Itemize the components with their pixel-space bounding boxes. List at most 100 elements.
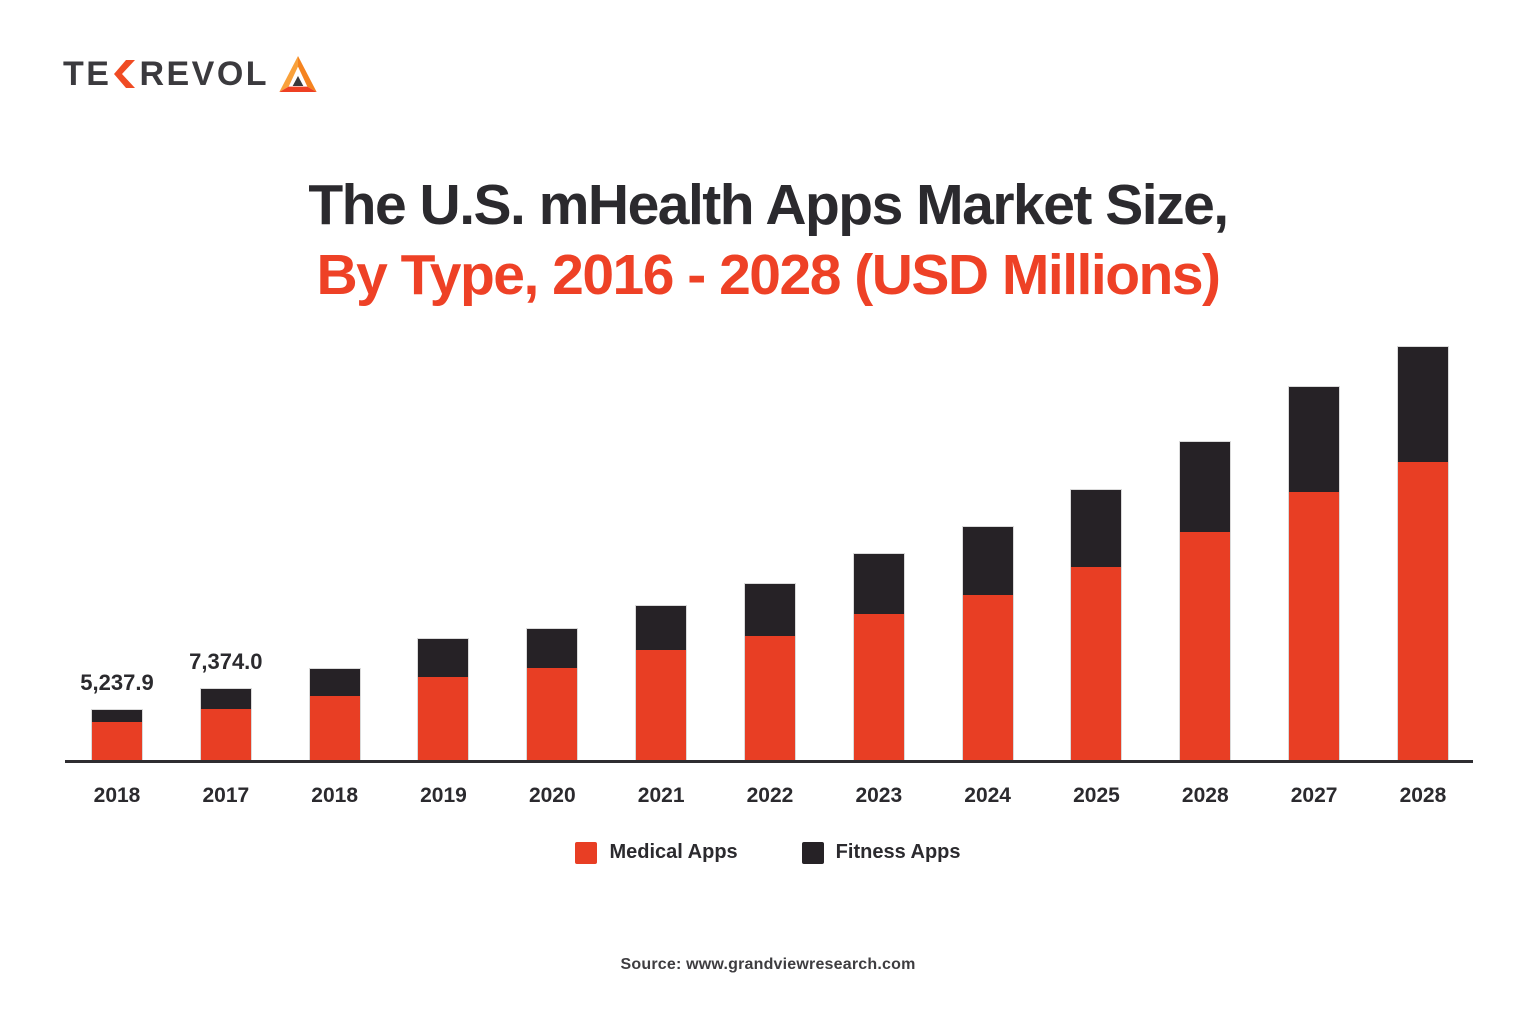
x-axis-labels: 2018 2017 2018 2019 2020 2021 2022 2023 2024 2025… [92, 784, 1448, 808]
x-axis-tick-label: 2025 [1071, 784, 1121, 808]
x-axis-line [65, 760, 1473, 763]
source-text: Source: www.grandviewresearch.com [620, 956, 916, 973]
year-label: 2021 [637, 784, 685, 807]
x-axis-tick-label: 2021 [636, 784, 686, 808]
bar-stack [1071, 490, 1122, 760]
x-axis-tick-label: 2018 [92, 784, 142, 808]
fitness-apps-segment [1180, 442, 1231, 532]
bar-stack [527, 628, 578, 760]
year-label: 2020 [528, 784, 576, 807]
fitness-apps-segment [92, 709, 142, 723]
fitness-apps-segment [744, 583, 795, 637]
year-label: 2018 [93, 784, 141, 807]
fitness-apps-segment [1289, 386, 1340, 493]
fitness-apps-segment [418, 638, 469, 678]
medical-apps-segment [853, 614, 904, 760]
bar-group [744, 583, 795, 760]
bar-stack [744, 583, 795, 760]
tekrevol-logo: TE REVOL [63, 52, 317, 96]
logo-text-suffix: REVOL [139, 55, 270, 93]
bar-total-label: 5,237.9 [80, 669, 154, 695]
bar-stack [92, 709, 142, 760]
bar-stack [200, 689, 251, 760]
medical-apps-segment [92, 722, 142, 760]
chart-title-line2: By Type, 2016 - 2028 (USD Millions) [316, 243, 1221, 307]
medical-apps-segment [1071, 567, 1122, 760]
year-label: 2023 [855, 784, 903, 807]
x-axis-tick-label: 2018 [310, 784, 360, 808]
year-label: 2024 [964, 784, 1011, 807]
medical-apps-segment [200, 709, 251, 760]
x-axis-tick-label: 2023 [854, 784, 904, 808]
fitness-apps-segment [527, 628, 578, 669]
bar-group [1071, 490, 1122, 760]
chart-title-line1: The U.S. mHealth Apps Market Size, [308, 173, 1229, 237]
bar-group [636, 606, 687, 760]
legend-swatch-icon [801, 841, 824, 864]
fitness-apps-segment [1071, 490, 1122, 567]
bar-stack [309, 668, 360, 760]
chevron-k-icon [113, 59, 137, 89]
bar-stack [853, 554, 904, 760]
x-axis-tick-label: 2027 [1289, 784, 1339, 808]
legend-label: Medical Apps [609, 841, 738, 863]
bar-stack [962, 527, 1013, 760]
bar-group: 5,237.9 [80, 671, 154, 760]
x-axis-tick-label: 2024 [963, 784, 1013, 808]
bar-group [962, 527, 1013, 760]
bar-total-label: 7,374.0 [189, 649, 263, 675]
chart-legend: Medical Apps Fitness Apps [0, 841, 1536, 864]
year-label: 2022 [746, 784, 794, 807]
bar-stack [1289, 386, 1340, 760]
medical-apps-segment [1289, 492, 1340, 760]
x-axis-tick-label: 2020 [527, 784, 577, 808]
x-axis-tick-label: 2017 [201, 784, 251, 808]
fitness-apps-segment [200, 689, 251, 709]
bar-group: 7,374.0 [189, 651, 263, 760]
bar-group [1289, 386, 1340, 760]
bar-group [853, 554, 904, 760]
chart-title: The U.S. mHealth Apps Market Size, By Ty… [0, 170, 1536, 310]
x-axis-tick-label: 2028 [1398, 784, 1448, 808]
legend-label: Fitness Apps [835, 841, 961, 863]
bar-stack [1397, 347, 1448, 760]
year-label: 2025 [1073, 784, 1120, 807]
medical-apps-segment [744, 636, 795, 760]
logo-text-prefix: TE [63, 55, 112, 93]
bar-group [1397, 347, 1448, 760]
bar-group [1180, 442, 1231, 760]
year-label: 2027 [1290, 784, 1338, 807]
medical-apps-segment [962, 594, 1013, 760]
fitness-apps-segment [962, 527, 1013, 595]
medical-apps-segment [1397, 462, 1448, 760]
bar-group [527, 628, 578, 760]
logo-wordmark: TE REVOL [63, 52, 269, 96]
year-label: 2019 [420, 784, 467, 807]
fitness-apps-segment [636, 606, 687, 651]
year-label: 2028 [1399, 784, 1447, 807]
bar-group [309, 668, 360, 760]
x-axis-tick-label: 2028 [1180, 784, 1230, 808]
stacked-bar-chart: 5,237.9 7,374.0 2018 2017 2018 2019 2020 2021 2… [65, 347, 1473, 807]
year-label: 2018 [311, 784, 359, 807]
x-axis-tick-label: 2019 [418, 784, 468, 808]
legend-swatch-icon [575, 841, 598, 864]
medical-apps-segment [418, 677, 469, 760]
fitness-apps-segment [853, 554, 904, 614]
bar-stack [636, 606, 687, 760]
bar-stack [1180, 442, 1231, 760]
x-axis-tick-label: 2022 [745, 784, 795, 808]
year-label: 2017 [202, 784, 250, 807]
bar-group [418, 638, 469, 760]
medical-apps-segment [636, 650, 687, 760]
bar-stack [418, 638, 469, 760]
medical-apps-segment [309, 695, 360, 760]
bars-row: 5,237.9 7,374.0 [80, 347, 1448, 760]
legend-item: Fitness Apps [801, 841, 961, 864]
year-label: 2028 [1181, 784, 1229, 807]
triangle-icon [279, 56, 317, 92]
legend-item: Medical Apps [575, 841, 738, 864]
medical-apps-segment [527, 668, 578, 760]
medical-apps-segment [1180, 532, 1231, 760]
